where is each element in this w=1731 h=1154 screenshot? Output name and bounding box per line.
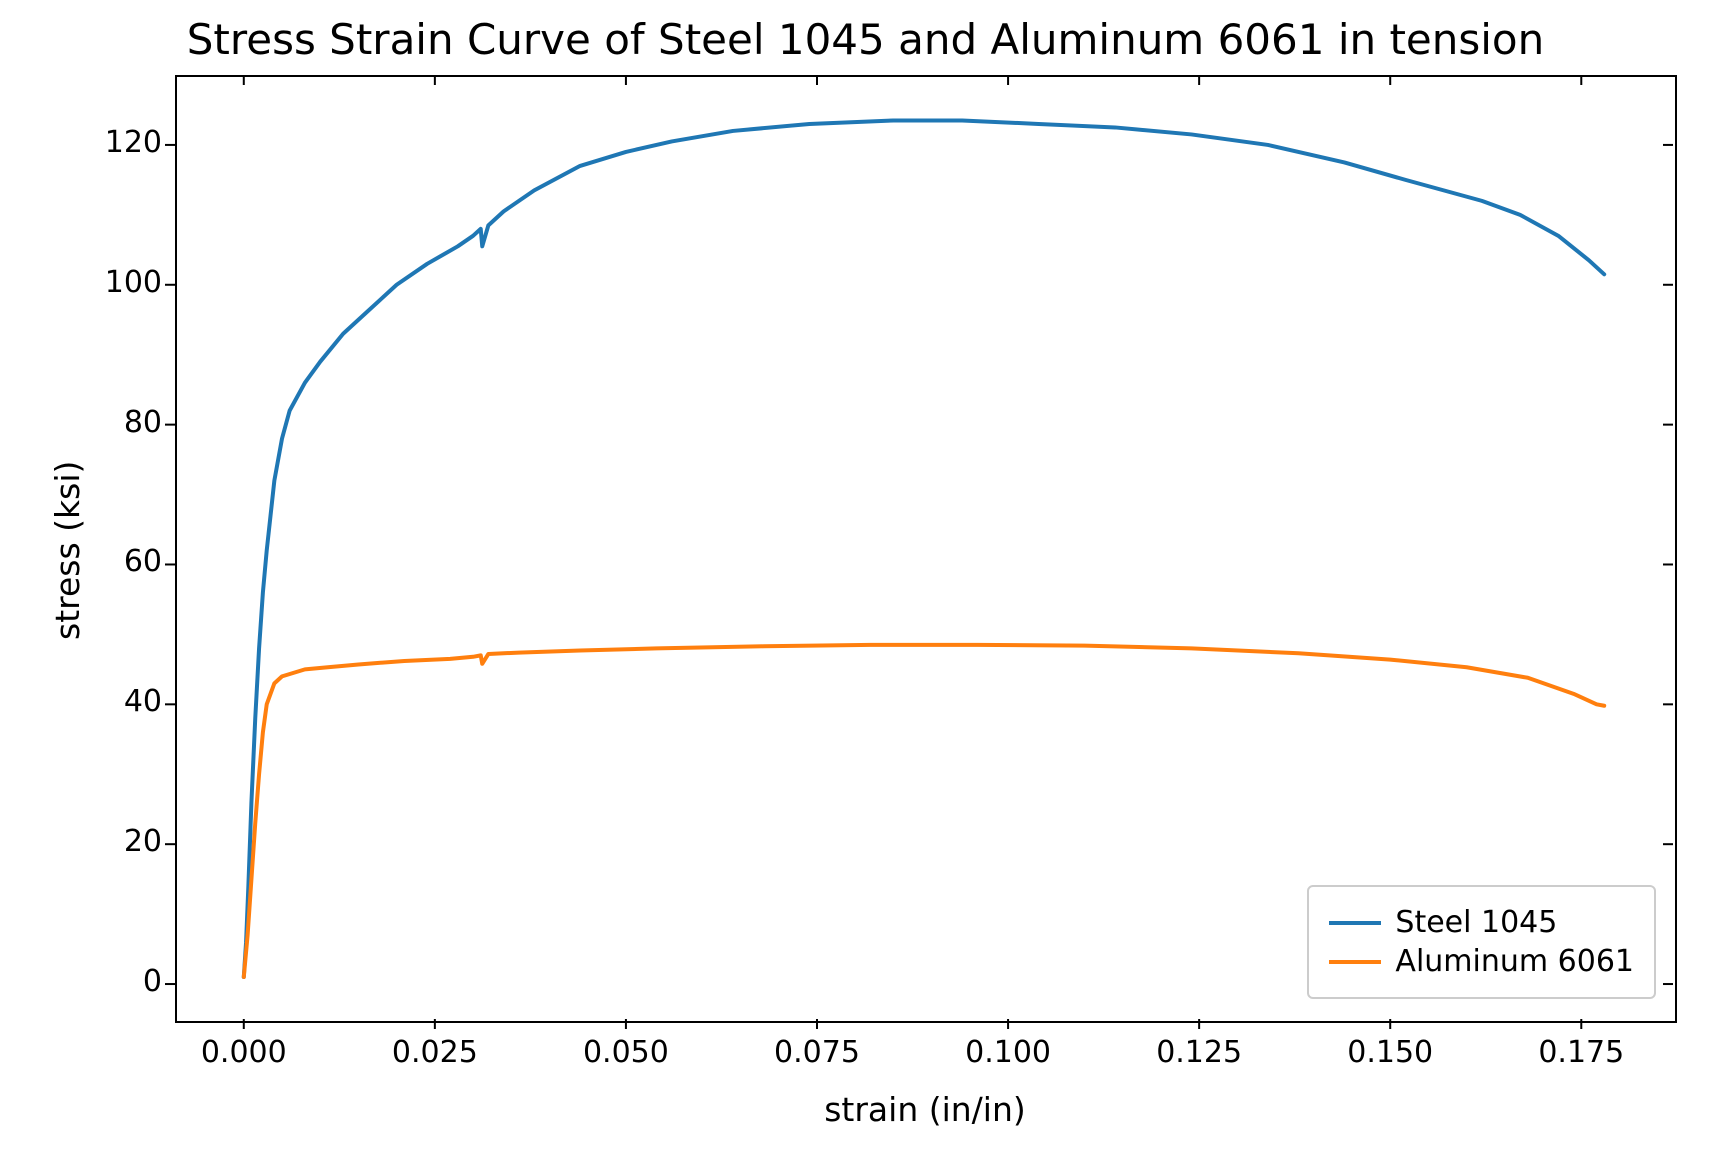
legend-swatch-aluminum (1329, 960, 1381, 964)
series-line-0 (244, 120, 1604, 977)
y-tick-label: 100 (90, 265, 162, 300)
x-tick-label: 0.075 (767, 1035, 867, 1070)
x-tick-label: 0.000 (194, 1035, 294, 1070)
y-tick-label: 40 (90, 684, 162, 719)
y-tick-label: 0 (90, 964, 162, 999)
legend-item-steel: Steel 1045 (1329, 905, 1634, 940)
y-tick-label: 60 (90, 544, 162, 579)
x-tick-label: 0.125 (1149, 1035, 1249, 1070)
x-tick-label: 0.050 (576, 1035, 676, 1070)
legend-label-aluminum: Aluminum 6061 (1395, 944, 1634, 979)
legend: Steel 1045 Aluminum 6061 (1307, 885, 1656, 999)
y-tick-label: 20 (90, 824, 162, 859)
legend-label-steel: Steel 1045 (1395, 905, 1557, 940)
y-tick-label: 80 (90, 405, 162, 440)
x-tick-label: 0.100 (958, 1035, 1058, 1070)
y-tick-label: 120 (90, 125, 162, 160)
legend-swatch-steel (1329, 921, 1381, 925)
x-tick-label: 0.150 (1340, 1035, 1440, 1070)
legend-item-aluminum: Aluminum 6061 (1329, 944, 1634, 979)
x-tick-label: 0.025 (385, 1035, 485, 1070)
x-tick-label: 0.175 (1531, 1035, 1631, 1070)
